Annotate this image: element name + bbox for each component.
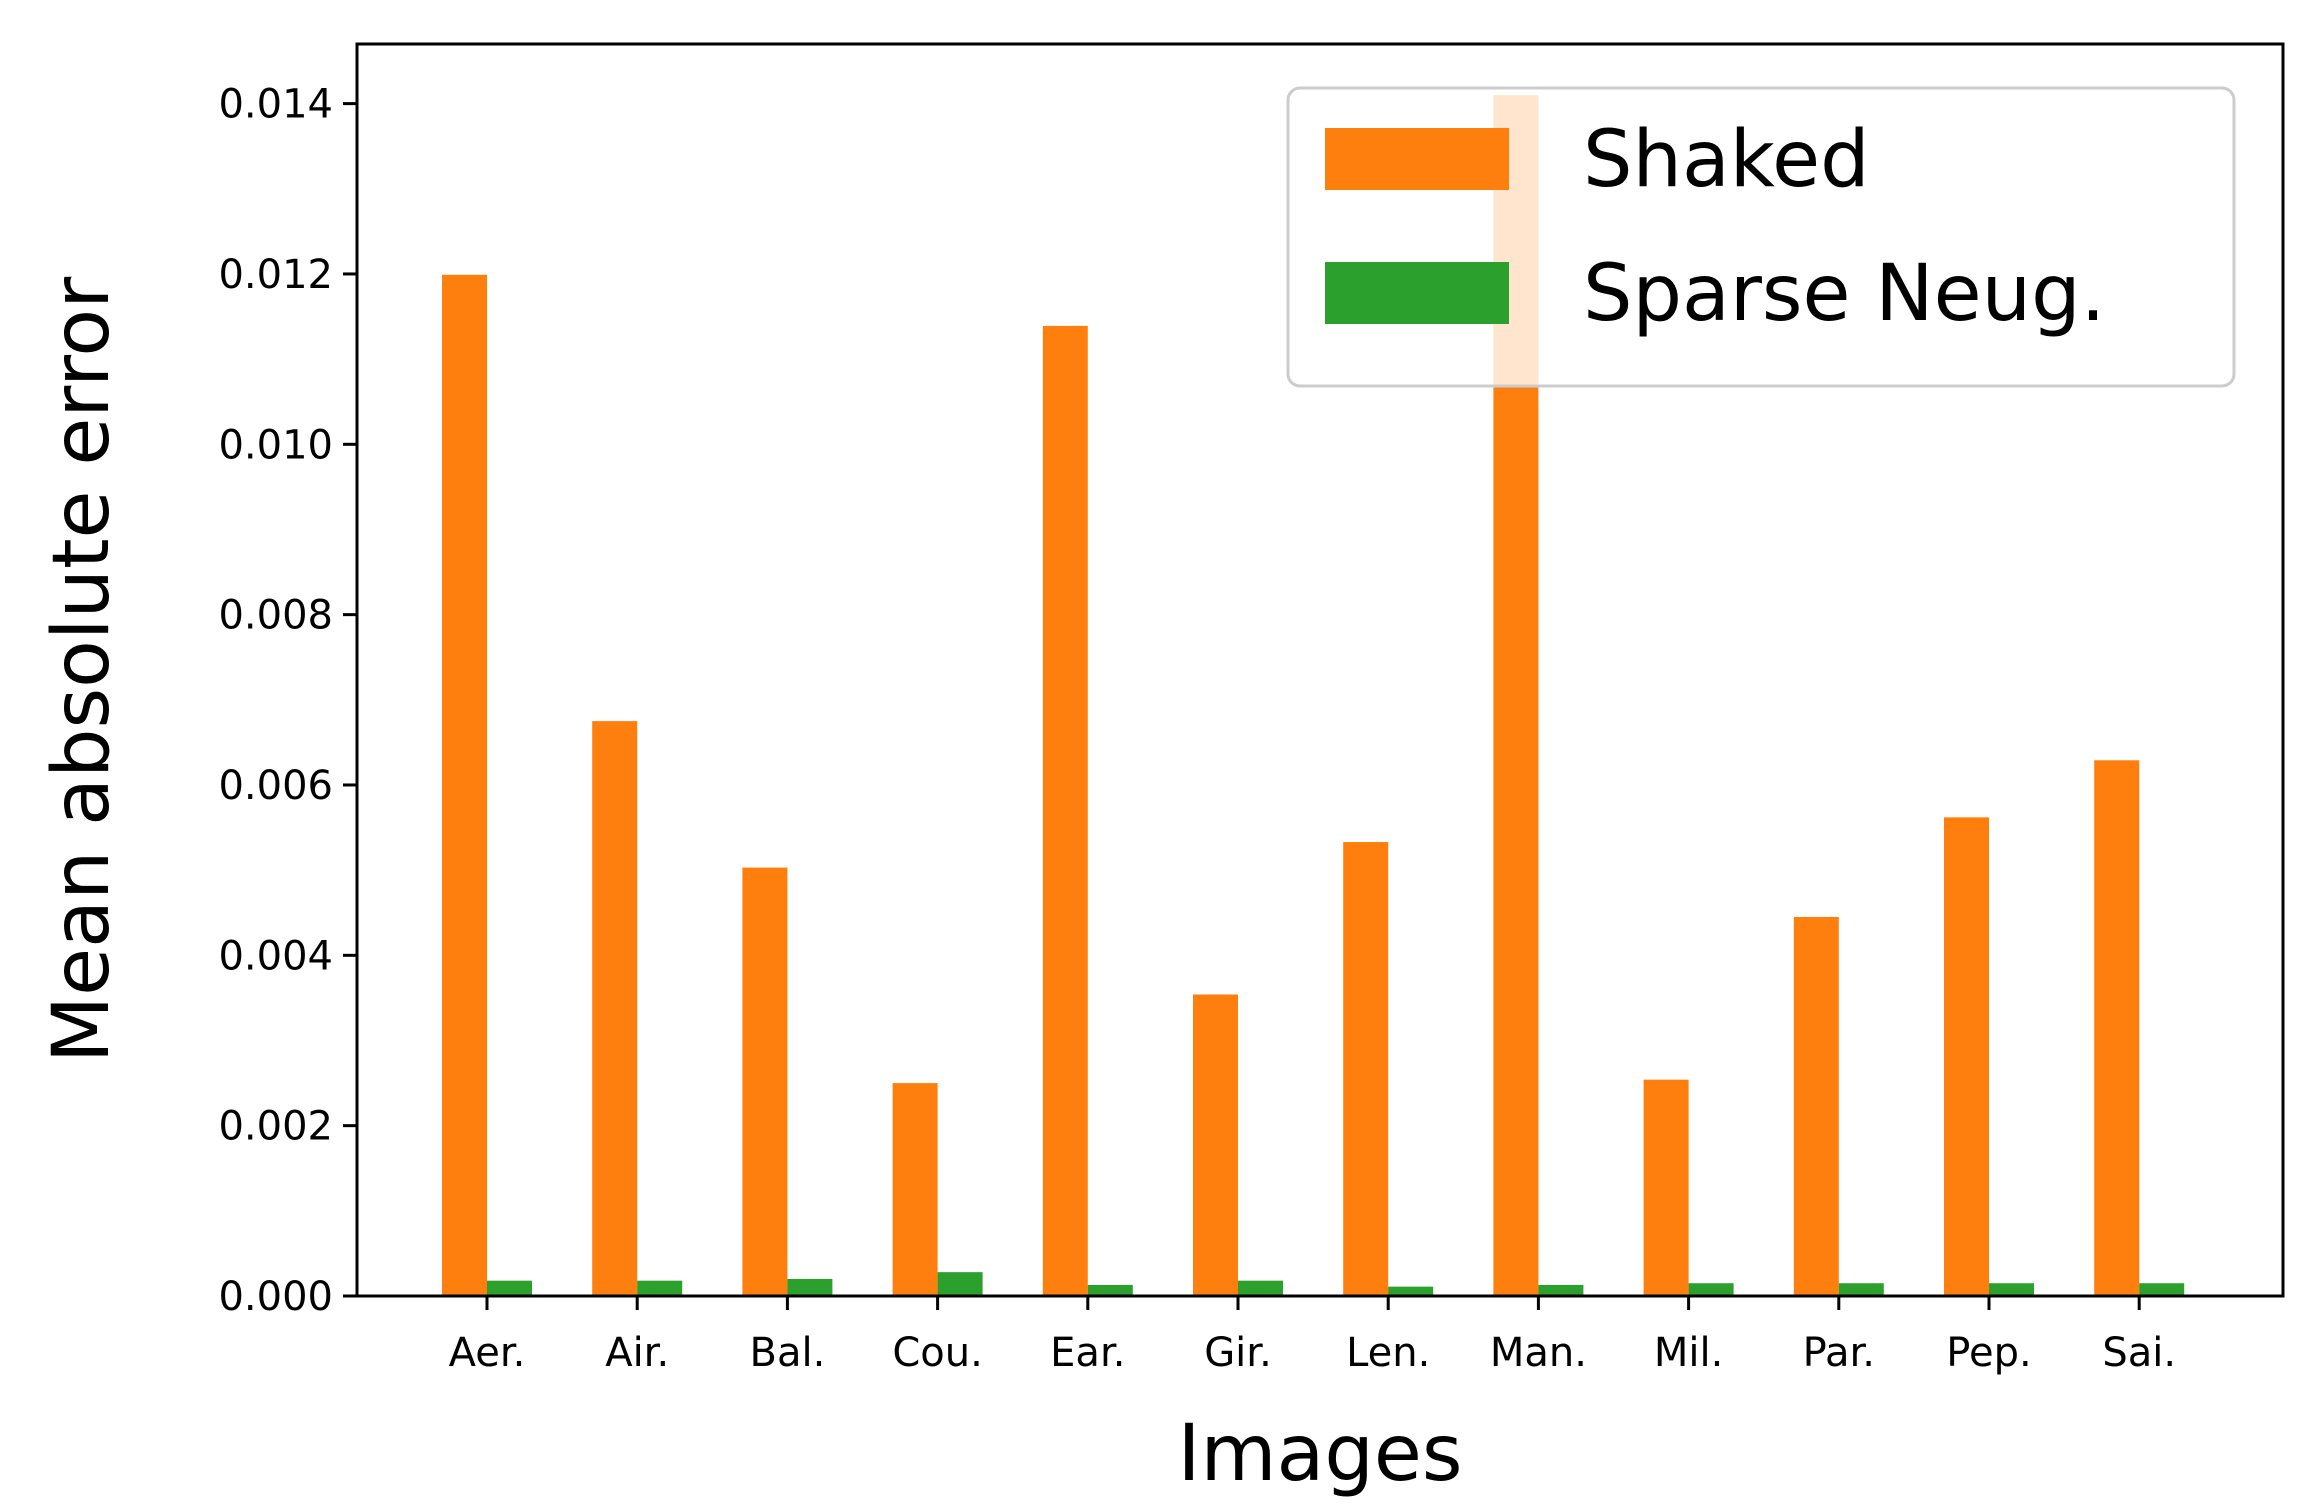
bar-sparse-neug-3	[937, 1272, 983, 1296]
bar-sparse-neug-6	[1388, 1286, 1434, 1296]
y-tick-label: 0.010	[218, 422, 333, 468]
y-tick-label: 0.008	[218, 593, 333, 639]
bar-shaked-4	[1042, 325, 1088, 1296]
bar-sparse-neug-8	[1688, 1283, 1734, 1296]
x-axis: Aer. Air. Bal. Cou. Ear. Gir. Len. Man. Mil. Par.…	[449, 1296, 2176, 1376]
x-tick-label: Len.	[1346, 1330, 1430, 1376]
legend-swatch-sparse-neug	[1325, 262, 1509, 324]
x-tick-label: Cou.	[892, 1330, 982, 1376]
bar-sparse-neug-2	[787, 1278, 833, 1296]
y-tick-label: 0.002	[218, 1104, 333, 1150]
y-axis-title: Mean absolute error	[37, 276, 127, 1063]
y-tick-label: 0.004	[218, 933, 333, 979]
legend-label-shaked: Shaked	[1583, 115, 1870, 205]
bar-sparse-neug-1	[637, 1280, 683, 1296]
x-tick-label: Par.	[1803, 1330, 1875, 1376]
bar-shaked-10	[1944, 817, 1989, 1296]
legend-swatch-shaked	[1325, 128, 1509, 190]
legend-box	[1286, 86, 2236, 388]
bar-sparse-neug-10	[1989, 1283, 2034, 1296]
plot-frame	[355, 42, 2285, 1298]
x-tick-label: Bal.	[750, 1330, 826, 1376]
bar-shaked-3	[892, 1083, 938, 1296]
bar-sparse-neug-4	[1087, 1284, 1133, 1296]
bar-sparse-neug-11	[2139, 1283, 2185, 1296]
y-tick-label: 0.014	[218, 82, 333, 128]
x-tick-label: Aer.	[449, 1330, 526, 1376]
bar-sparse-neug-7	[1538, 1284, 1584, 1296]
bar-shaked-5	[1193, 994, 1238, 1296]
bar-shaked-9	[1793, 916, 1839, 1296]
x-axis-title: Images	[1178, 1409, 1463, 1499]
x-tick-label: Air.	[605, 1330, 669, 1376]
x-tick-label: Sai.	[2102, 1330, 2176, 1376]
legend: Shaked Sparse Neug.	[1286, 86, 2236, 388]
bar-sparse-neug-5	[1238, 1280, 1283, 1296]
y-tick-label: 0.006	[218, 763, 333, 809]
x-tick-label: Ear.	[1050, 1330, 1125, 1376]
x-tick-label: Gir.	[1204, 1330, 1272, 1376]
y-tick-label: 0.012	[218, 252, 333, 298]
bar-shaked-8	[1643, 1079, 1689, 1296]
x-tick-label: Pep.	[1946, 1330, 2031, 1376]
y-axis: 0.000 0.002 0.004 0.006 0.008 0.010 0.012 0.014	[218, 82, 357, 1320]
bar-shaked-0	[442, 274, 487, 1296]
bar-shaked-2	[742, 867, 788, 1296]
bar-shaked-11	[2094, 760, 2140, 1296]
x-tick-label: Mil.	[1654, 1330, 1723, 1376]
bar-sparse-neug-0	[487, 1280, 532, 1296]
bars-group	[442, 95, 2185, 1296]
bar-shaked-1	[592, 721, 638, 1296]
bar-shaked-6	[1343, 842, 1389, 1296]
x-tick-label: Man.	[1490, 1330, 1587, 1376]
y-tick-label: 0.000	[218, 1274, 333, 1320]
bar-sparse-neug-9	[1838, 1283, 1884, 1296]
legend-label-sparse-neug: Sparse Neug.	[1583, 249, 2105, 339]
